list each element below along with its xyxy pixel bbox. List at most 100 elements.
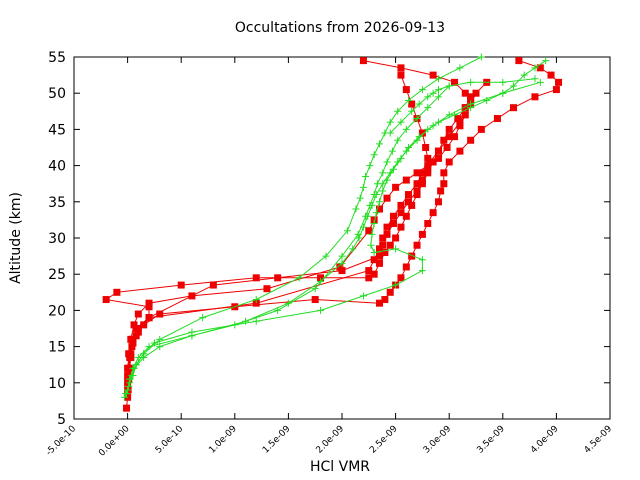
data-point <box>145 299 153 307</box>
data-point <box>499 78 507 86</box>
data-point <box>408 107 416 115</box>
data-point <box>383 230 391 238</box>
data-point <box>379 234 387 242</box>
data-point <box>123 390 131 398</box>
data-point <box>424 220 432 228</box>
series-layer <box>102 53 563 412</box>
data-point <box>379 169 387 177</box>
data-point <box>456 64 464 72</box>
data-point <box>424 165 432 173</box>
data-point <box>102 296 110 304</box>
data-point <box>418 256 426 264</box>
data-point <box>356 194 364 202</box>
data-point <box>113 288 121 296</box>
y-tick-label: 5 <box>57 412 66 428</box>
data-point <box>389 165 397 173</box>
data-point <box>394 158 402 166</box>
data-point <box>434 198 442 206</box>
data-point <box>555 78 563 86</box>
plot-frame <box>73 56 611 420</box>
data-point <box>408 100 416 108</box>
series-line <box>127 60 560 391</box>
data-point <box>467 96 475 104</box>
y-axis-label: Altitude (km) <box>8 192 24 284</box>
data-point <box>402 176 410 184</box>
data-point <box>542 57 550 65</box>
data-point <box>132 361 140 369</box>
data-point <box>440 169 448 177</box>
data-point <box>477 125 485 133</box>
data-point <box>366 201 374 209</box>
data-point <box>413 169 421 177</box>
data-point <box>477 53 485 61</box>
data-point <box>370 248 378 256</box>
data-point <box>404 144 412 151</box>
data-point <box>383 158 391 166</box>
data-point <box>397 223 405 231</box>
data-point <box>252 317 260 325</box>
data-point <box>130 321 138 329</box>
data-point <box>359 292 367 300</box>
data-point <box>547 71 555 79</box>
data-point <box>510 104 518 112</box>
data-point <box>354 230 362 238</box>
data-point <box>424 169 432 177</box>
data-point <box>402 212 410 220</box>
data-point <box>424 104 432 112</box>
data-point <box>397 154 405 162</box>
data-point <box>531 93 539 101</box>
data-point <box>394 136 402 144</box>
x-tick-label: 1.0e-09 <box>207 424 239 456</box>
data-point <box>389 212 397 220</box>
data-point <box>274 274 282 282</box>
x-tick-label: 4.0e-09 <box>529 424 561 456</box>
data-point <box>381 296 389 304</box>
data-point <box>413 241 421 249</box>
data-point <box>552 86 560 94</box>
data-point <box>372 209 380 217</box>
data-point <box>426 158 434 166</box>
series-9 <box>124 82 453 394</box>
data-point <box>440 136 448 144</box>
data-point <box>515 57 523 65</box>
data-point <box>386 288 394 296</box>
x-tick-label: 3.0e-09 <box>422 424 454 456</box>
data-point <box>408 252 416 260</box>
data-point <box>418 230 426 238</box>
data-point <box>383 176 391 184</box>
data-point <box>499 89 507 97</box>
data-point <box>124 364 132 372</box>
series-10 <box>386 75 539 137</box>
data-point <box>536 64 544 72</box>
x-tick-label: 2.0e-09 <box>315 424 347 456</box>
data-point <box>336 263 344 271</box>
data-point <box>415 133 423 141</box>
data-point <box>129 335 137 343</box>
data-point <box>379 241 387 249</box>
data-point <box>355 234 363 242</box>
y-tick-label: 25 <box>48 267 66 283</box>
data-point <box>126 350 134 358</box>
data-point <box>445 133 453 141</box>
data-point <box>373 180 381 188</box>
y-tick-label: 55 <box>48 50 66 66</box>
data-point <box>145 314 153 322</box>
data-point <box>199 314 207 322</box>
data-point <box>381 248 389 256</box>
data-point <box>252 274 260 282</box>
data-point <box>422 144 430 151</box>
data-point <box>536 78 544 86</box>
data-point <box>392 183 400 191</box>
data-point <box>424 93 432 101</box>
data-point <box>413 180 421 188</box>
data-point <box>467 100 475 108</box>
data-point <box>322 252 330 260</box>
data-point <box>493 115 501 123</box>
y-tick-label: 15 <box>48 340 66 356</box>
data-point <box>418 180 426 188</box>
data-point <box>418 86 426 94</box>
data-point <box>397 274 405 282</box>
data-point <box>126 375 134 383</box>
series-line <box>123 60 546 398</box>
data-point <box>376 140 384 148</box>
